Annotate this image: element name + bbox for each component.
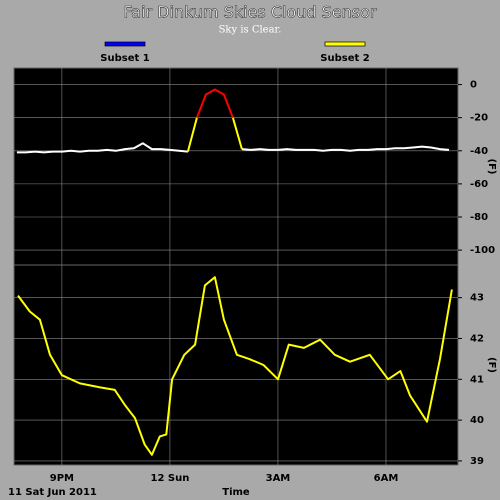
y-tick-label: -100	[470, 245, 495, 256]
x-tick-label: 12 Sun	[151, 473, 190, 484]
data-line	[16, 142, 450, 154]
x-axis-label: Time	[222, 487, 250, 498]
y-axis-label: (F)	[486, 159, 497, 175]
chart-title: Fair Dinkum Skies Cloud Sensor	[124, 3, 377, 22]
legend-label: Subset 2	[320, 53, 369, 64]
data-line	[17, 276, 453, 456]
data-line	[186, 117, 243, 152]
y-tick-label: 39	[470, 456, 484, 467]
legend-swatch	[104, 41, 146, 47]
y-tick-label: 42	[470, 333, 484, 344]
y-tick-label: -60	[470, 179, 488, 190]
y-tick-label: -80	[470, 212, 488, 223]
y-tick-label: -20	[470, 113, 488, 124]
y-tick-label: 43	[470, 293, 484, 304]
x-tick-label: 6AM	[374, 473, 399, 484]
x-tick-label: 3AM	[266, 473, 291, 484]
plot-area	[13, 67, 459, 266]
legend-label: Subset 1	[100, 53, 149, 64]
y-tick-label: 0	[470, 80, 477, 91]
data-line	[195, 88, 234, 119]
legend-swatch	[324, 41, 366, 47]
y-axis-label: (F)	[486, 357, 497, 373]
chart-subtitle: Sky is Clear.	[219, 25, 282, 36]
y-tick-label: 41	[470, 374, 484, 385]
x-tick-label: 9PM	[50, 473, 74, 484]
y-tick-label: -40	[470, 146, 488, 157]
y-tick-label: 40	[470, 415, 484, 426]
date-label: 11 Sat Jun 2011	[8, 487, 97, 498]
plot-area	[13, 264, 459, 466]
